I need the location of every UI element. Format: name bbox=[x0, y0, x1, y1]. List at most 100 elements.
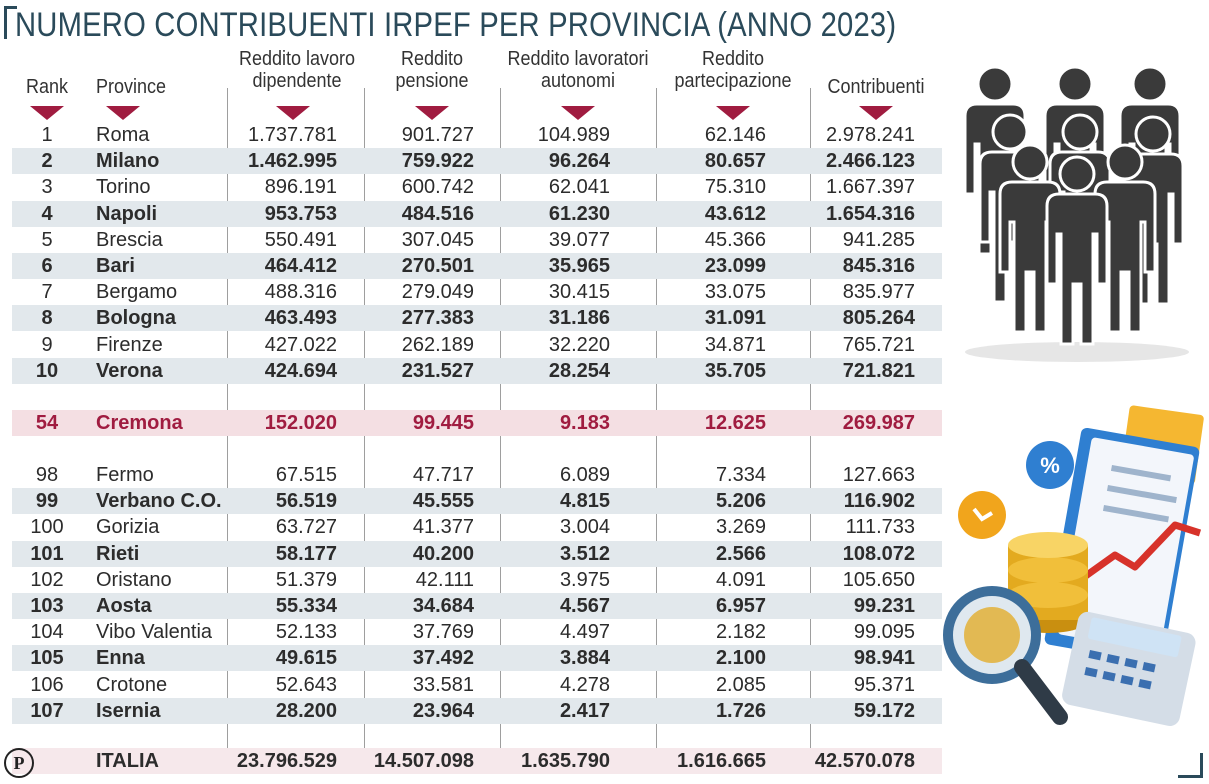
total-row: ITALIA 23.796.529 14.507.098 1.635.790 1.616… bbox=[12, 748, 942, 774]
header-lavoro: Reddito lavoro dipendente bbox=[230, 48, 365, 92]
rank-cell: 54 bbox=[35, 412, 59, 434]
province-cell: Verona bbox=[96, 359, 163, 382]
lavoro-cell: 23.796.529 bbox=[236, 750, 337, 772]
header-arrow-icon bbox=[106, 106, 140, 120]
contribuenti-cell: 99.095 bbox=[853, 621, 915, 644]
table-row: 104 Vibo Valentia 52.133 37.769 4.497 2.182 99… bbox=[12, 619, 942, 645]
table-row: 4 Napoli 953.753 484.516 61.230 43.612 1.654.3… bbox=[12, 200, 942, 227]
partecipazione-cell: 33.075 bbox=[704, 281, 766, 304]
lavoro-cell: 52.133 bbox=[275, 621, 337, 644]
province-cell: Isernia bbox=[96, 699, 161, 722]
pensione-cell: 231.527 bbox=[401, 359, 474, 382]
header-arrow-icon bbox=[415, 106, 449, 120]
autonomi-cell: 30.415 bbox=[548, 281, 610, 304]
autonomi-cell: 4.567 bbox=[559, 595, 610, 617]
header-arrow-icon bbox=[561, 106, 595, 120]
autonomi-cell: 3.004 bbox=[559, 516, 610, 539]
table-row: 6 Bari 464.412 270.501 35.965 23.099 845.316 bbox=[12, 253, 942, 279]
rank-cell: 106 bbox=[30, 673, 64, 696]
contribuenti-cell: 111.733 bbox=[845, 516, 915, 539]
autonomi-cell: 31.186 bbox=[548, 307, 610, 330]
partecipazione-cell: 3.269 bbox=[715, 516, 766, 539]
province-cell: Firenze bbox=[96, 333, 163, 356]
province-cell: Oristano bbox=[96, 568, 172, 591]
frame-corner-top-left bbox=[4, 6, 17, 39]
header-contribuenti: Contribuenti bbox=[827, 76, 925, 98]
partecipazione-cell: 12.625 bbox=[704, 412, 766, 434]
pensione-cell: 901.727 bbox=[401, 124, 474, 146]
contribuenti-cell: 116.902 bbox=[843, 490, 915, 513]
pensione-cell: 14.507.098 bbox=[373, 750, 474, 772]
header-rank: Rank bbox=[25, 76, 69, 98]
contribuenti-cell: 765.721 bbox=[842, 333, 915, 356]
contribuenti-cell: 108.072 bbox=[842, 542, 915, 565]
rank-cell: 98 bbox=[35, 464, 59, 486]
pensione-cell: 37.769 bbox=[412, 621, 474, 644]
pensione-cell: 307.045 bbox=[401, 228, 474, 251]
contribuenti-cell: 59.172 bbox=[853, 699, 915, 722]
header-autonomi: Reddito lavoratori autonomi bbox=[499, 48, 657, 92]
rank-cell: 105 bbox=[30, 647, 64, 670]
partecipazione-cell: 5.206 bbox=[715, 490, 766, 513]
autonomi-cell: 3.884 bbox=[559, 647, 610, 670]
pensione-cell: 45.555 bbox=[412, 490, 474, 513]
header-partecipazione-line2: partecipazione bbox=[674, 70, 792, 92]
rank-cell: 103 bbox=[30, 595, 64, 617]
table-row: 8 Bologna 463.493 277.383 31.186 31.091 805.26… bbox=[12, 305, 942, 332]
partecipazione-cell: 2.566 bbox=[715, 542, 766, 565]
contribuenti-cell: 105.650 bbox=[842, 568, 915, 591]
lavoro-cell: 1.737.781 bbox=[248, 124, 337, 146]
contribuenti-cell: 2.978.241 bbox=[826, 124, 915, 146]
contribuenti-cell: 127.663 bbox=[842, 464, 915, 486]
header-partecipazione-line1: Reddito bbox=[701, 48, 765, 70]
province-cell: Brescia bbox=[96, 228, 163, 251]
lavoro-cell: 464.412 bbox=[264, 255, 337, 277]
pensione-cell: 23.964 bbox=[412, 699, 474, 722]
contribuenti-cell: 99.231 bbox=[853, 595, 915, 617]
table-row: 9 Firenze 427.022 262.189 32.220 34.871 765.72… bbox=[12, 332, 942, 358]
contribuenti-cell: 269.987 bbox=[842, 412, 915, 434]
autonomi-cell: 9.183 bbox=[559, 412, 610, 434]
contribuenti-cell: 95.371 bbox=[853, 673, 915, 696]
autonomi-cell: 39.077 bbox=[548, 228, 610, 251]
lavoro-cell: 550.491 bbox=[264, 228, 337, 251]
lavoro-cell: 1.462.995 bbox=[248, 150, 337, 173]
partecipazione-cell: 7.334 bbox=[715, 464, 766, 486]
province-cell: Rieti bbox=[96, 542, 140, 565]
contribuenti-cell: 845.316 bbox=[842, 255, 915, 277]
rank-cell: 6 bbox=[41, 255, 53, 277]
rank-cell: 5 bbox=[41, 228, 53, 251]
table-row: 3 Torino 896.191 600.742 62.041 75.310 1.667.3… bbox=[12, 174, 942, 200]
autonomi-cell: 32.220 bbox=[548, 333, 610, 356]
autonomi-cell: 96.264 bbox=[548, 150, 610, 173]
pensione-cell: 262.189 bbox=[401, 333, 474, 356]
province-cell: Vibo Valentia bbox=[96, 621, 213, 644]
header-lavoro-line1: Reddito lavoro bbox=[238, 48, 356, 70]
autonomi-cell: 2.417 bbox=[559, 699, 610, 722]
lavoro-cell: 896.191 bbox=[264, 176, 337, 199]
partecipazione-cell: 1.616.665 bbox=[677, 750, 766, 772]
page-title: NUMERO CONTRIBUENTI IRPEF PER PROVINCIA … bbox=[15, 6, 897, 44]
contribuenti-cell: 721.821 bbox=[842, 359, 915, 382]
contribuenti-cell: 835.977 bbox=[842, 281, 915, 304]
province-cell: Crotone bbox=[96, 673, 168, 696]
rank-cell: 4 bbox=[41, 202, 53, 225]
rank-cell: 7 bbox=[41, 281, 53, 304]
autonomi-cell: 4.497 bbox=[559, 621, 610, 644]
province-cell: Milano bbox=[96, 150, 160, 173]
partecipazione-cell: 35.705 bbox=[704, 359, 766, 382]
header-arrow-icon bbox=[716, 106, 750, 120]
people-group-icon bbox=[963, 65, 1189, 362]
contribuenti-cell: 1.667.397 bbox=[826, 176, 915, 199]
contribuenti-cell: 805.264 bbox=[842, 307, 915, 330]
table-row: 2 Milano 1.462.995 759.922 96.264 80.657 2.466… bbox=[12, 148, 942, 175]
partecipazione-cell: 2.100 bbox=[715, 647, 766, 670]
table-row: 54 Cremona 152.020 99.445 9.183 12.625 269.987 bbox=[12, 410, 942, 436]
table-row: 100 Gorizia 63.727 41.377 3.004 3.269 111.733 bbox=[12, 514, 942, 540]
header-pensione-line2: pensione bbox=[395, 70, 469, 92]
province-cell: Bologna bbox=[96, 307, 176, 330]
lavoro-cell: 67.515 bbox=[275, 464, 337, 486]
data-table: Rank Province Reddito lavoro dipendente … bbox=[12, 48, 942, 778]
table-row: 105 Enna 49.615 37.492 3.884 2.100 98.941 bbox=[12, 645, 942, 672]
partecipazione-cell: 75.310 bbox=[704, 176, 766, 199]
